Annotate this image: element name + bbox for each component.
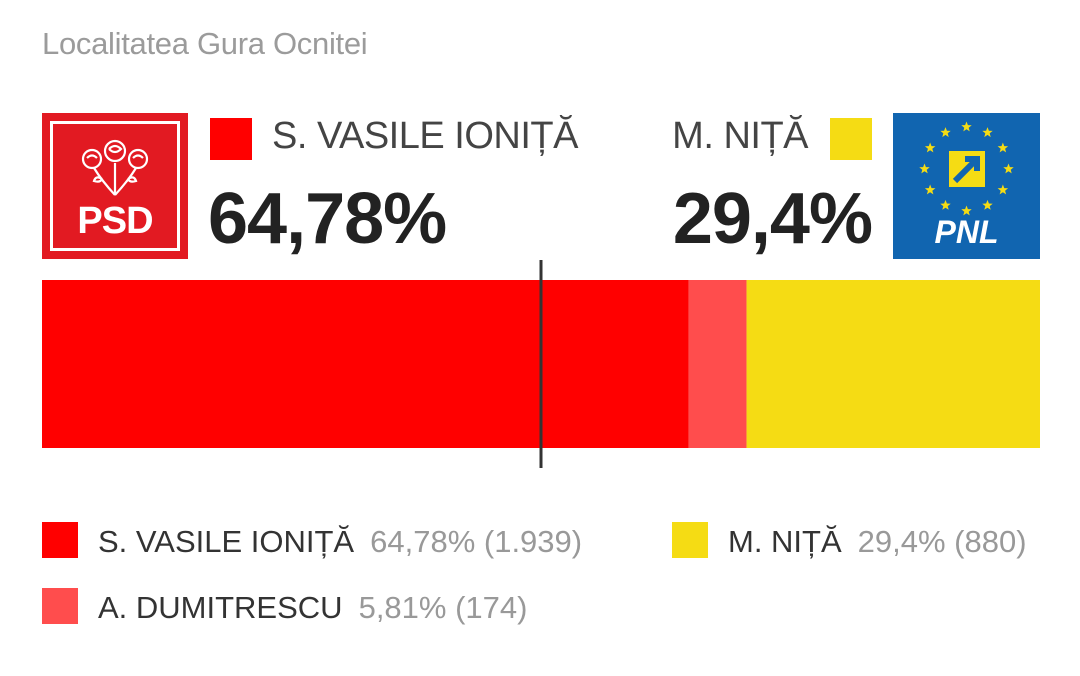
pnl-logo-text: PNL <box>934 214 999 250</box>
star-icon <box>982 199 993 210</box>
star-icon <box>924 184 936 195</box>
legend-swatch <box>42 588 78 624</box>
star-icon <box>997 142 1009 153</box>
legend-label: S. VASILE IONIȚĂ <box>98 524 355 559</box>
star-icon <box>940 199 951 210</box>
bar-segment-1 <box>688 280 747 448</box>
star-icon <box>919 163 930 174</box>
legend-swatch <box>672 522 708 558</box>
psd-logo-text: PSD <box>77 200 153 242</box>
star-icon <box>940 127 951 138</box>
runner-up-name: M. NIȚĂ <box>672 115 808 157</box>
page-title: Localitatea Gura Ocnitei <box>42 26 368 61</box>
star-icon <box>924 142 936 153</box>
leader-name: S. VASILE IONIȚĂ <box>272 115 578 157</box>
leader-swatch <box>210 118 252 160</box>
legend-item-vasile-ionita: S. VASILE IONIȚĂ 64,78% (1.939) <box>42 522 582 560</box>
legend-value: 29,4% (880) <box>857 524 1027 559</box>
psd-logo: PSD <box>42 113 188 259</box>
eu-stars-arrow-icon <box>919 121 1014 216</box>
legend-value: 64,78% (1.939) <box>370 524 583 559</box>
legend-label: M. NIȚĂ <box>728 524 842 559</box>
legend-item-dumitrescu: A. DUMITRESCU 5,81% (174) <box>42 588 527 626</box>
legend-value: 5,81% (174) <box>358 590 528 625</box>
star-icon <box>961 121 972 132</box>
legend-label: A. DUMITRESCU <box>98 590 343 625</box>
legend-item-nita: M. NIȚĂ 29,4% (880) <box>672 522 1027 560</box>
star-icon <box>997 184 1009 195</box>
roses-icon <box>81 139 149 196</box>
runner-up-percent: 29,4% <box>672 179 873 259</box>
pnl-logo: PNL <box>893 113 1040 259</box>
bar-segment-0 <box>42 280 689 448</box>
legend-swatch <box>42 522 78 558</box>
star-icon <box>982 127 993 138</box>
runner-up-swatch <box>830 118 872 160</box>
bar-segment-2 <box>746 280 1040 448</box>
leader-percent: 64,78% <box>208 179 447 259</box>
star-icon <box>961 205 972 216</box>
star-icon <box>1003 163 1014 174</box>
